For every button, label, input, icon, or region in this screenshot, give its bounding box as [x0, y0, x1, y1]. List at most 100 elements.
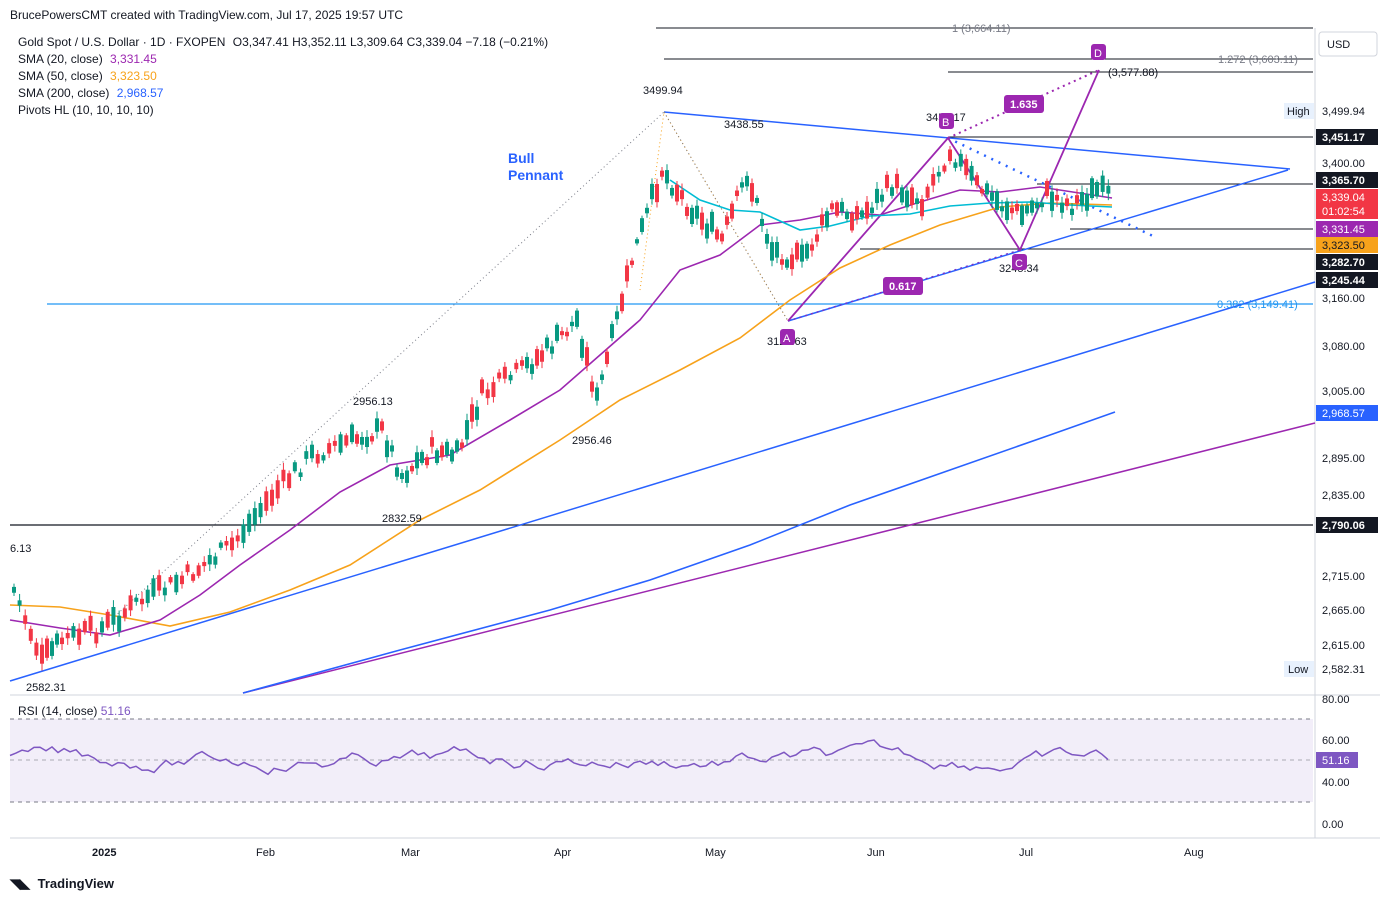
candle-body: [281, 469, 286, 482]
sma50-tag-value: 3,323.50: [1322, 240, 1365, 252]
candle-body: [224, 541, 229, 546]
candle-body: [685, 206, 689, 216]
pivot-label: 2832.59: [382, 513, 422, 525]
rsi-legend[interactable]: RSI (14, close) 51.16: [18, 704, 131, 718]
candle-body: [315, 454, 320, 464]
ratio-badge-ac[interactable]: 0.617: [883, 277, 923, 295]
candle-body: [514, 362, 519, 370]
candle-body: [400, 473, 404, 480]
candle-body: [665, 170, 669, 184]
ratio-badge-bd[interactable]: 1.635: [1004, 95, 1044, 113]
candle-body: [660, 170, 664, 177]
pivot-label: 2956.46: [572, 435, 612, 447]
candle-body: [445, 441, 449, 455]
rsi-pane[interactable]: 80.00 60.00 40.00 0.00 51.16: [9, 694, 1358, 831]
sma200-value: 2,968.57: [116, 86, 164, 100]
candle-body: [395, 467, 399, 477]
candle-body: [958, 153, 963, 167]
candle-body: [100, 621, 104, 633]
svg-text:1.635: 1.635: [1010, 99, 1038, 111]
high-tag-label: High: [1287, 106, 1310, 118]
fib-labels: 0.382 (3,149.41) 1.272 (3,603.11) (3,577…: [952, 23, 1298, 311]
pivots-row[interactable]: Pivots HL (10, 10, 10, 10): [18, 102, 552, 119]
candle-body: [785, 259, 789, 268]
candle-body: [415, 452, 419, 469]
x-tick: Mar: [401, 847, 420, 859]
candle-body: [28, 628, 33, 641]
candle-body: [1020, 205, 1024, 225]
candle-body: [710, 211, 714, 232]
rsi-tick: 80.00: [1322, 694, 1350, 706]
currency-button[interactable]: USD: [1318, 31, 1378, 57]
bull-pennant-line2: Pennant: [508, 167, 564, 183]
candle-body: [535, 349, 539, 366]
rsi-tick: 40.00: [1322, 777, 1350, 789]
fib-label: 0.382 (3,149.41): [1217, 299, 1298, 311]
candle-body: [730, 203, 734, 219]
candle-body: [230, 537, 234, 551]
candle-body: [1045, 180, 1049, 196]
candle-body: [755, 197, 759, 203]
price-tag-value: 2,790.06: [1322, 520, 1365, 532]
symbol-row[interactable]: Gold Spot / U.S. Dollar · 1D · FXOPEN O3…: [18, 34, 552, 51]
pattern-point-b[interactable]: B: [939, 113, 954, 129]
candle-body: [338, 434, 343, 453]
candle-body: [625, 265, 629, 282]
candle-body: [580, 338, 584, 358]
rsi-tick: 0.00: [1322, 819, 1343, 831]
candle-body: [805, 243, 809, 259]
y-tick: 2,835.00: [1322, 490, 1365, 502]
candle-body: [750, 183, 754, 202]
low-tag-value: 2,582.31: [1322, 664, 1365, 676]
sma200-label: SMA (200, close): [18, 86, 110, 100]
pattern-point-a[interactable]: A: [780, 329, 795, 345]
candle-body: [850, 213, 854, 231]
candle-body: [140, 598, 144, 605]
candle-body: [936, 171, 941, 177]
candle-body: [925, 186, 930, 198]
sma20-tag-value: 3,331.45: [1322, 224, 1365, 236]
currency-label: USD: [1327, 39, 1350, 51]
candle-body: [122, 608, 127, 618]
rsi-label: RSI (14, close): [18, 704, 98, 718]
candle-body: [990, 192, 994, 201]
sma50-row[interactable]: SMA (50, close) 3,323.50: [18, 68, 552, 85]
candle-body: [845, 211, 849, 220]
candle-body: [380, 421, 384, 431]
tradingview-logo-icon: ◥◣: [10, 876, 30, 891]
candle-body: [465, 420, 469, 440]
candle-body: [40, 644, 44, 664]
candle-body: [344, 435, 349, 446]
candle-body: [555, 324, 559, 341]
candle-body: [695, 205, 699, 219]
candle-body: [502, 366, 507, 379]
candle-body: [1060, 202, 1064, 213]
candle-body: [705, 223, 709, 239]
candle-body: [920, 199, 924, 217]
candle-body: [235, 535, 240, 542]
candle-body: [410, 465, 414, 472]
price-tag-value: 3,282.70: [1322, 257, 1365, 269]
candle-body: [715, 229, 719, 240]
candle-body: [321, 455, 326, 461]
candle-body: [1035, 202, 1039, 209]
candle-body: [880, 194, 884, 202]
candle-body: [640, 218, 644, 232]
sma200-row[interactable]: SMA (200, close) 2,968.57: [18, 85, 552, 102]
pattern-point-d[interactable]: D: [1091, 44, 1106, 60]
candle-body: [830, 203, 834, 210]
candle-body: [1070, 208, 1074, 215]
symbol-name: Gold Spot / U.S. Dollar · 1D · FXOPEN: [18, 35, 226, 49]
candle-body: [1080, 192, 1084, 206]
pattern-point-c[interactable]: C: [1012, 254, 1027, 270]
rsi-current-tag: 51.16: [1322, 755, 1350, 767]
candle-body: [1095, 182, 1099, 197]
candle-body: [375, 418, 379, 432]
sma20-row[interactable]: SMA (20, close) 3,331.45: [18, 51, 552, 68]
candle-body: [1010, 207, 1014, 214]
tradingview-footer[interactable]: ◥◣ TradingView: [10, 876, 114, 892]
candle-body: [162, 587, 167, 596]
candle-body: [350, 424, 354, 443]
candle-body: [931, 174, 936, 186]
